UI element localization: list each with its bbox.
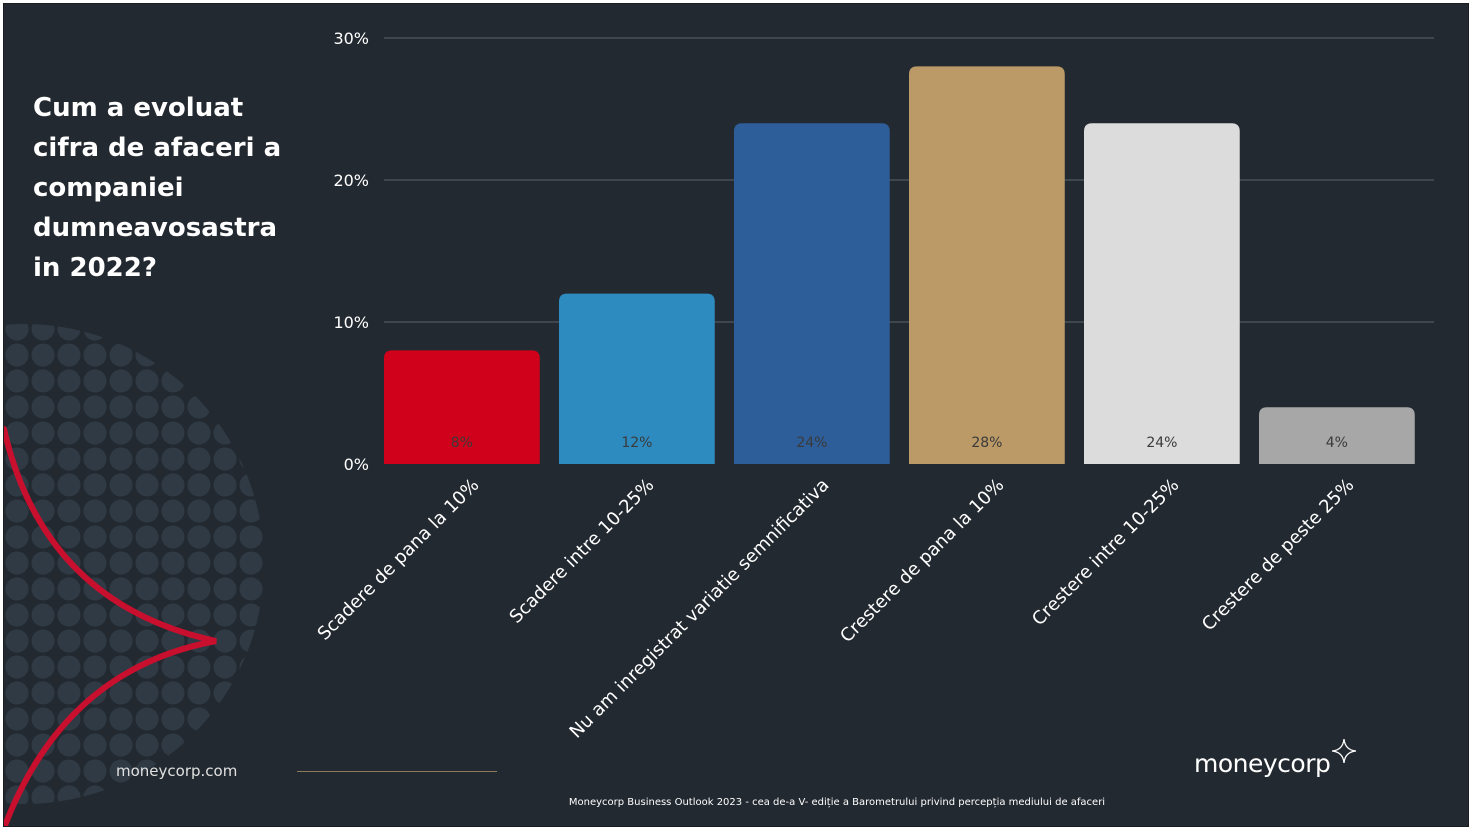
footer-url: moneycorp.com (116, 762, 238, 780)
decorative-background (4, 324, 264, 826)
y-tick-label: 10% (333, 313, 369, 332)
chart-question-title: Cum a evoluat cifra de afaceri a compani… (33, 93, 282, 283)
source-note: Moneycorp Business Outlook 2023 - cea de… (568, 797, 1106, 808)
x-category-label: Scadere de pana la 10% (314, 475, 484, 645)
bar-value-label: 8% (451, 435, 473, 451)
bar (734, 123, 890, 464)
bar-value-label: 24% (796, 435, 827, 451)
y-tick-label: 0% (344, 455, 369, 474)
logo-text: moneycorp (1194, 749, 1331, 778)
x-category-label: Crestere de peste 25% (1198, 475, 1358, 635)
slide: Cum a evoluat cifra de afaceri a compani… (3, 3, 1469, 827)
bar-value-label: 4% (1326, 435, 1348, 451)
bar (1084, 123, 1240, 464)
red-swoosh (4, 426, 217, 826)
x-category-label: Crestere intre 10-25% (1028, 475, 1183, 630)
sparkle-icon (1332, 738, 1357, 764)
bar (1259, 407, 1415, 464)
bar (559, 293, 715, 464)
bar-value-label: 12% (621, 435, 652, 451)
y-tick-label: 30% (333, 29, 369, 48)
moneycorp-logo: moneycorp (1194, 738, 1357, 784)
x-category-label: Scadere intre 10-25% (505, 475, 658, 628)
bar-value-label: 28% (971, 435, 1002, 451)
bar (909, 66, 1065, 465)
bar-chart: 0% 10% 20% 30% 8% Scadere de pana la 10% 12% Sc… (314, 29, 1434, 743)
bar-value-label: 24% (1146, 435, 1177, 451)
x-category-label: Crestere de pana la 10% (836, 475, 1008, 647)
y-tick-label: 20% (333, 171, 369, 190)
footer-divider (297, 771, 497, 772)
bar (384, 350, 540, 464)
